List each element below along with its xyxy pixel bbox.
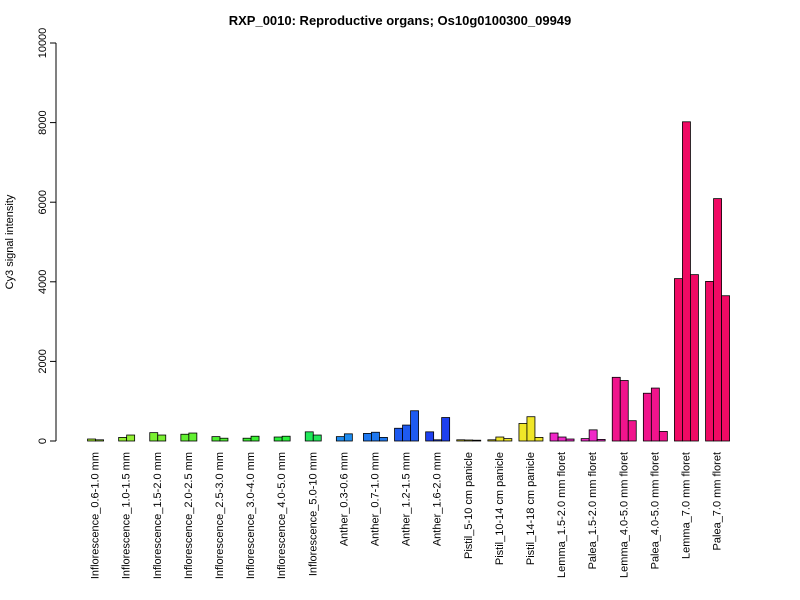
x-tick-label: Lemma_1.5-2.0 mm floret [556, 452, 568, 578]
x-tick-label: Anther_0.3-0.6 mm [338, 452, 350, 546]
x-tick-label: Anther_1.2-1.5 mm [401, 452, 413, 546]
x-tick-label: Anther_1.6-2.0 mm [432, 452, 444, 546]
bar [402, 424, 411, 442]
x-tick-label: Palea_1.5-2.0 mm floret [587, 452, 599, 569]
bar [95, 439, 104, 442]
x-tick-label: Lemma_7.0 mm floret [680, 452, 692, 559]
bar [580, 438, 590, 442]
bar [433, 439, 443, 442]
bar [534, 437, 544, 442]
x-axis-labels: Inflorescence_0.6-1.0 mm Inflorescence_1.… [90, 452, 724, 579]
bar [304, 431, 314, 442]
bar [518, 423, 528, 442]
bar [312, 434, 322, 442]
y-tick-label: 0 [37, 438, 49, 444]
y-tick-label: 8000 [37, 110, 49, 134]
y-axis: 0 2000 4000 6000 8000 10000 [37, 28, 57, 444]
x-tick-label: Inflorescence_3.0-4.0 mm [245, 452, 257, 579]
bar [335, 436, 345, 442]
bar [611, 376, 621, 442]
bar [394, 427, 403, 442]
bar [503, 438, 513, 442]
bar [487, 439, 497, 442]
y-tick-label: 6000 [37, 190, 49, 214]
bar [242, 437, 252, 442]
bar [371, 431, 380, 442]
y-tick-label: 2000 [37, 349, 49, 373]
x-tick-label: Palea_4.0-5.0 mm floret [649, 452, 661, 569]
x-tick-label: Pistil_5-10 cm panicle [463, 452, 475, 559]
bar [379, 437, 388, 442]
bar [157, 434, 167, 442]
bar [126, 434, 136, 442]
x-tick-label: Inflorescence_2.0-2.5 mm [183, 452, 195, 579]
bar [495, 436, 505, 442]
bars [87, 121, 730, 442]
bar [642, 392, 652, 442]
bar [690, 274, 699, 442]
x-tick-label: Inflorescence_0.6-1.0 mm [90, 452, 102, 579]
bar [211, 436, 221, 442]
bar [713, 198, 722, 442]
bar [588, 429, 598, 442]
bar [627, 420, 637, 442]
bar [343, 433, 353, 442]
x-tick-label: Inflorescence_2.5-3.0 mm [214, 452, 226, 579]
bar [281, 435, 291, 442]
bar [149, 432, 159, 442]
x-tick-label: Pistil_14-18 cm panicle [525, 452, 537, 565]
x-tick-label: Pistil_10-14 cm panicle [494, 452, 506, 565]
bar [456, 439, 466, 442]
bar [219, 437, 229, 442]
bar [273, 436, 283, 442]
y-tick-label: 4000 [37, 270, 49, 294]
bar [441, 417, 451, 442]
bar [650, 387, 660, 442]
x-tick-label: Palea_7.0 mm floret [712, 452, 724, 550]
bar [180, 433, 190, 442]
bar [464, 439, 474, 442]
x-tick-label: Anther_0.7-1.0 mm [369, 452, 381, 546]
bar [363, 433, 372, 442]
bar [596, 439, 606, 442]
bar [549, 432, 559, 442]
x-tick-label: Lemma_4.0-5.0 mm floret [618, 452, 630, 578]
bar [721, 295, 730, 442]
chart-title: RXP_0010: Reproductive organs; Os10g0100… [228, 13, 572, 28]
bar [674, 278, 683, 442]
bar [705, 281, 714, 442]
bar [410, 410, 419, 442]
bar [557, 436, 567, 442]
x-tick-label: Inflorescence_4.0-5.0 mm [276, 452, 288, 579]
bar [658, 431, 668, 442]
bar [619, 380, 629, 442]
bar [682, 121, 691, 442]
x-tick-label: Inflorescence_5.0-10 mm [307, 452, 319, 576]
bar [565, 438, 575, 442]
bar [250, 435, 260, 442]
y-tick-label: 10000 [37, 28, 49, 59]
x-tick-label: Inflorescence_1.5-2.0 mm [152, 452, 164, 579]
bar [118, 437, 128, 442]
bar [188, 432, 198, 442]
x-tick-label: Inflorescence_1.0-1.5 mm [121, 452, 133, 579]
bar [425, 431, 435, 442]
bar [87, 438, 96, 442]
bar [526, 416, 536, 442]
bar [472, 439, 482, 442]
